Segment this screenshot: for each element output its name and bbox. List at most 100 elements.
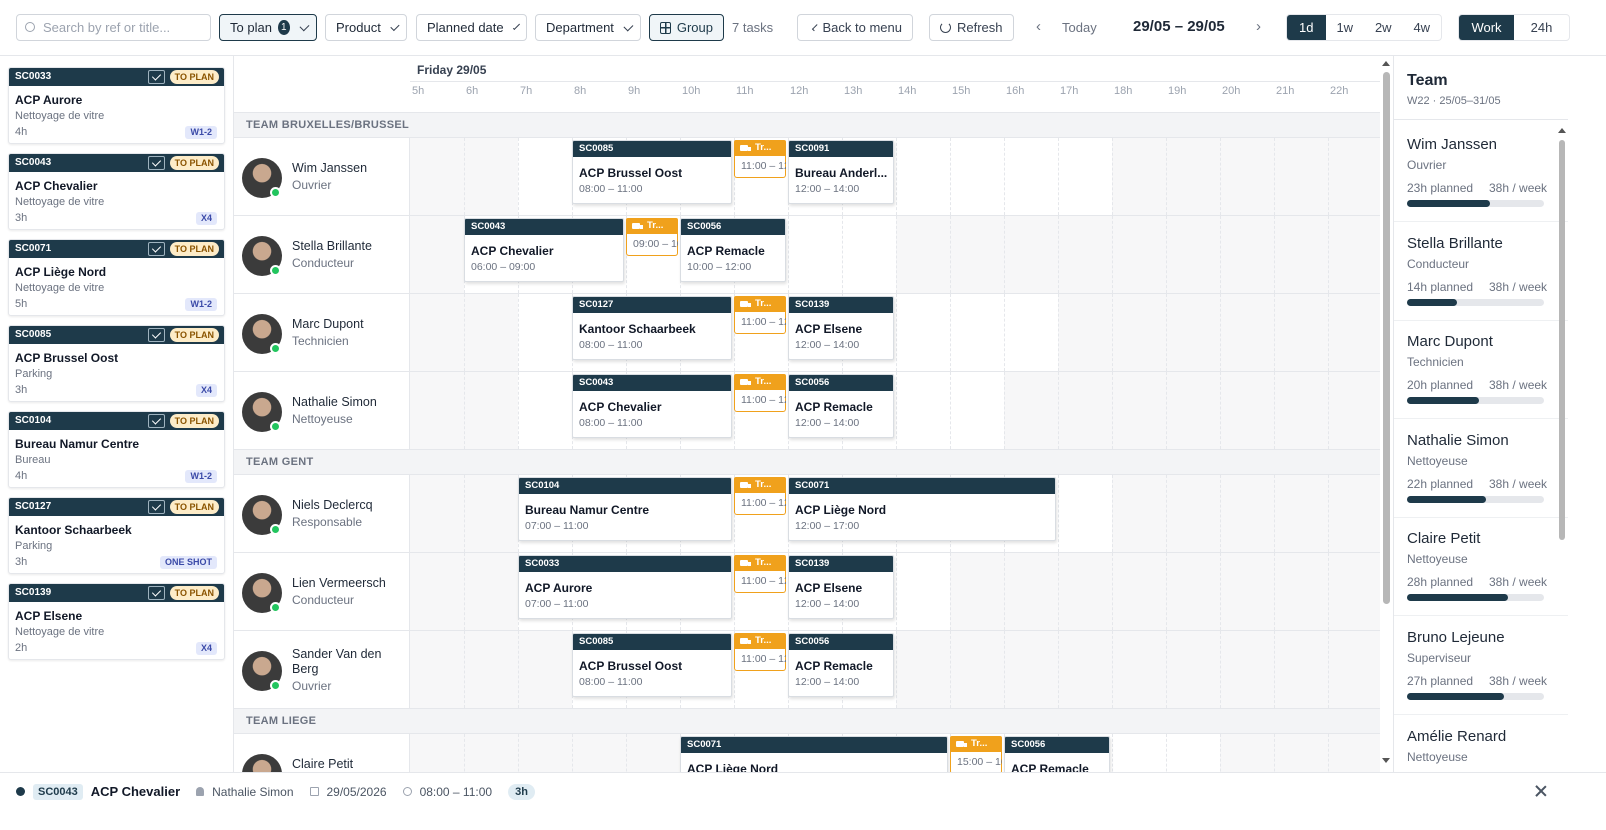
group-button[interactable]: Group — [649, 14, 724, 41]
hour-grid-line — [950, 294, 951, 371]
member-role: Nettoyeuse — [1407, 453, 1468, 468]
job-block[interactable]: SC0104 Bureau Namur Centre 07:00 – 11:00 — [518, 477, 732, 541]
hour-label: 5h — [412, 85, 425, 97]
travel-time: 11:00 – 12 — [741, 497, 786, 509]
member-role: Technicien — [1407, 355, 1464, 370]
hour-label: 22h — [1330, 85, 1349, 97]
task-card[interactable]: SC0033 TO PLAN ACP Aurore Nettoyage de vitr… — [8, 67, 225, 144]
hour-grid-line — [1166, 475, 1167, 552]
hour-grid-line — [1166, 372, 1167, 449]
segment-button[interactable]: 4w — [1413, 20, 1431, 35]
header-line — [410, 81, 1380, 82]
truck-icon — [740, 560, 748, 566]
task-card[interactable]: SC0085 TO PLAN ACP Brussel Oost Parking 3h X4 — [8, 325, 225, 402]
member-name: Stella Brillante — [1407, 234, 1503, 252]
job-block[interactable]: SC0033 ACP Aurore 07:00 – 11:00 — [518, 555, 732, 619]
segment-button[interactable]: Work — [1459, 15, 1514, 40]
hour-grid-line — [518, 138, 519, 215]
travel-block[interactable]: Tr... 11:00 – 12 — [734, 296, 786, 334]
job-block[interactable]: SC0091 Bureau Anderl... 12:00 – 14:00 — [788, 140, 894, 204]
travel-block[interactable]: Tr... 11:00 – 12 — [734, 477, 786, 515]
filter-button[interactable]: Department — [535, 14, 641, 41]
today-button[interactable]: Today — [1062, 20, 1097, 35]
travel-block[interactable]: Tr... 11:00 – 12 — [734, 140, 786, 178]
task-card[interactable]: SC0071 TO PLAN ACP Liège Nord Nettoyage de … — [8, 239, 225, 316]
segment-button[interactable]: 1d — [1287, 15, 1326, 40]
refresh-button[interactable]: Refresh — [929, 14, 1014, 41]
member-capacity: 38h / week — [1489, 378, 1548, 393]
hour-grid-line — [1166, 294, 1167, 371]
job-block[interactable]: SC0139 ACP Elsene 12:00 – 14:00 — [788, 555, 894, 619]
job-block[interactable]: SC0071 ACP Liège Nord 12:00 – 17:00 — [788, 477, 1056, 541]
job-block[interactable]: SC0056 ACP Remacle 12:00 – 14:00 — [788, 374, 894, 438]
job-block[interactable]: SC0056 ACP Remacle 10:00 – 12:00 — [680, 218, 786, 282]
selection-footer: SC0043 ACP Chevalier Nathalie Simon 29/05/2… — [0, 772, 1606, 810]
travel-block[interactable]: Tr... 15:00 – 16 — [950, 736, 1002, 772]
group-icon — [660, 21, 671, 34]
task-card[interactable]: SC0139 TO PLAN ACP Elsene Nettoyage de vitr… — [8, 583, 225, 660]
footer-time: 08:00 – 11:00 — [419, 784, 493, 799]
filter-button[interactable]: Planned date — [416, 14, 527, 41]
member-name: Nathalie Simon — [1407, 431, 1509, 449]
task-card[interactable]: SC0127 TO PLAN Kantoor Schaarbeek Parking 3h… — [8, 497, 225, 574]
filter-button[interactable]: Product — [325, 14, 407, 41]
job-time: 07:00 – 11:00 — [525, 598, 589, 610]
resource-info: Marc Dupont Technicien — [292, 294, 404, 371]
job-block[interactable]: SC0139 ACP Elsene 12:00 – 14:00 — [788, 296, 894, 360]
job-title: ACP Remacle — [795, 400, 873, 414]
status-dot — [270, 265, 281, 276]
card-tag: W1-2 — [185, 470, 217, 483]
card-header: SC0127 TO PLAN — [9, 498, 224, 516]
day-label: Friday 29/05 — [417, 63, 487, 77]
job-block[interactable]: SC0043 ACP Chevalier 06:00 – 09:00 — [464, 218, 624, 282]
job-ref: SC0056 — [687, 221, 722, 232]
job-block[interactable]: SC0085 ACP Brussel Oost 08:00 – 11:00 — [572, 140, 732, 204]
card-header: SC0033 TO PLAN — [9, 68, 224, 86]
hour-grid-line — [1220, 553, 1221, 630]
card-ref: SC0085 — [15, 329, 52, 340]
back-button[interactable]: Back to menu — [797, 14, 913, 41]
travel-block[interactable]: Tr... 11:00 – 12 — [734, 633, 786, 671]
job-block[interactable]: SC0043 ACP Chevalier 08:00 – 11:00 — [572, 374, 732, 438]
hour-label: 10h — [682, 85, 701, 97]
resource-name: Stella Brillante — [292, 239, 372, 253]
travel-block[interactable]: Tr... 11:00 – 12 — [734, 555, 786, 593]
segment-button[interactable]: 1w — [1336, 20, 1354, 35]
schedule: Friday 29/05 5h 6h 7h 8h 9h 10h 11h 12h 13h 14h 15h… — [234, 56, 1380, 772]
segment-button[interactable]: 2w — [1374, 20, 1392, 35]
job-block[interactable]: SC0127 Kantoor Schaarbeek 08:00 – 11:00 — [572, 296, 732, 360]
prev-button[interactable]: ‹ — [1036, 18, 1041, 35]
hour-label: 17h — [1060, 85, 1079, 97]
job-block[interactable]: SC0085 ACP Brussel Oost 08:00 – 11:00 — [572, 633, 732, 697]
card-status: TO PLAN — [169, 586, 219, 600]
segment-button[interactable]: 24h — [1530, 20, 1553, 35]
travel-body: 11:00 – 12 — [734, 156, 786, 178]
job-time: 08:00 – 11:00 — [579, 676, 643, 688]
hour-grid-line — [464, 372, 465, 449]
job-header: SC0033 — [519, 556, 731, 572]
job-ref: SC0085 — [579, 636, 614, 647]
travel-header: Tr... — [734, 296, 786, 312]
calendar-icon — [309, 787, 319, 796]
task-card[interactable]: SC0043 TO PLAN ACP Chevalier Nettoyage de v… — [8, 153, 225, 230]
next-button[interactable]: › — [1256, 18, 1261, 35]
capacity-bar — [1407, 693, 1505, 700]
filter-button[interactable]: To plan 1 — [219, 14, 317, 41]
travel-block[interactable]: Tr... 09:00 – 10 — [626, 218, 678, 256]
refresh-label: Refresh — [957, 20, 1003, 35]
travel-block[interactable]: Tr... 11:00 – 12 — [734, 374, 786, 412]
resource-info: Stella Brillante Conducteur — [292, 216, 404, 293]
close-button[interactable] — [1535, 785, 1547, 797]
resource-row: Sander Van den Berg Ouvrier SC0085 ACP Brus… — [234, 631, 1380, 709]
search-box[interactable]: Search by ref or title... — [16, 14, 211, 41]
job-block[interactable]: SC0056 ACP Remacle 12:00 – 14:00 — [788, 633, 894, 697]
task-card[interactable]: SC0104 TO PLAN Bureau Namur Centre Bureau 4h… — [8, 411, 225, 488]
resource-role: Ouvrier — [292, 178, 332, 192]
capacity-track — [1407, 298, 1544, 306]
hour-grid-line — [1112, 294, 1113, 371]
member-capacity: 38h / week — [1489, 575, 1548, 590]
hour-grid-line — [1004, 294, 1005, 371]
job-ref: SC0127 — [579, 299, 614, 310]
